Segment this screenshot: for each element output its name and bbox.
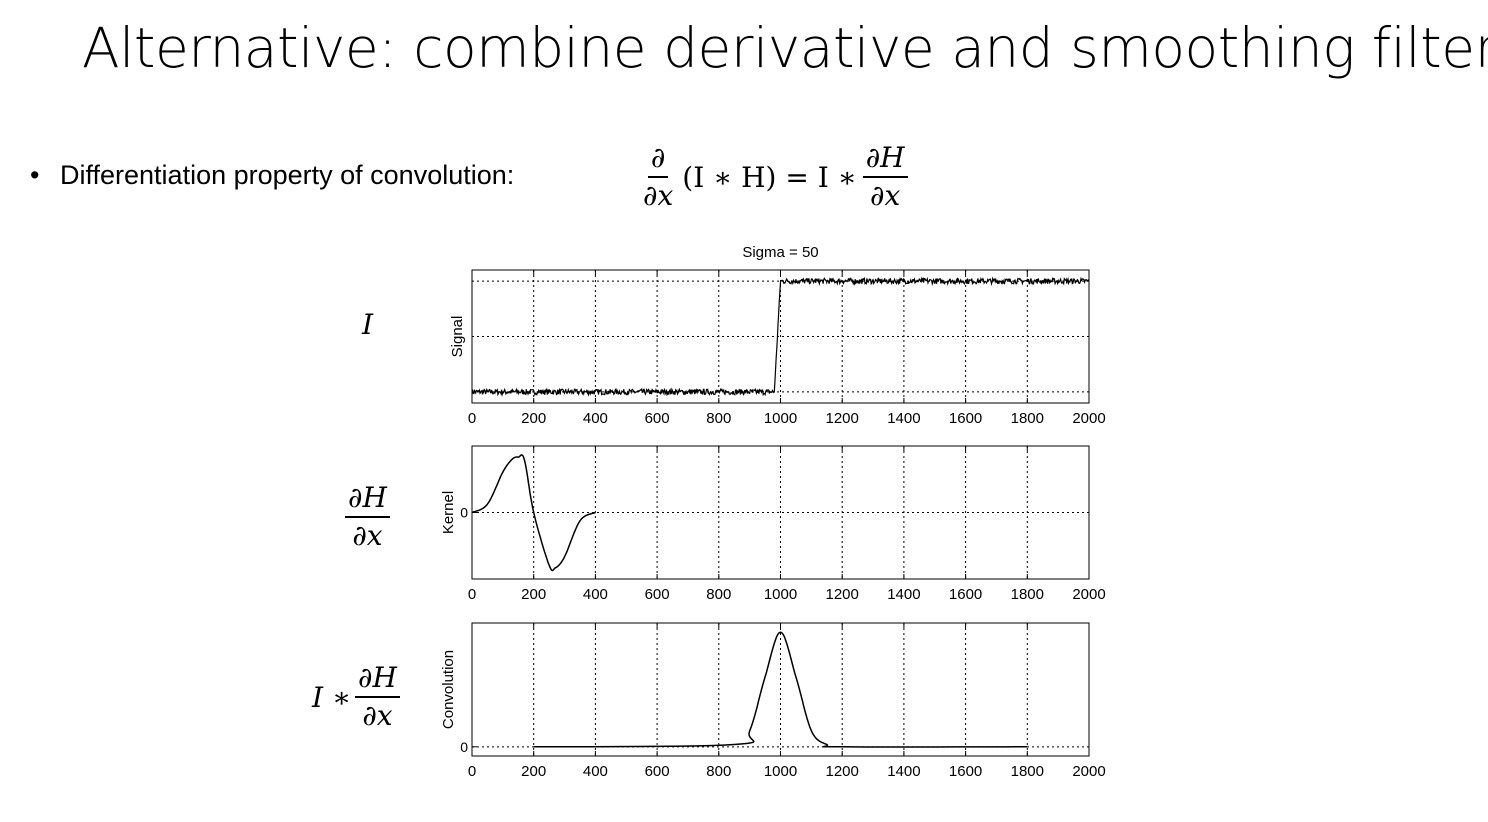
x-tick-label: 1800 (1011, 410, 1044, 427)
x-tick-label: 1000 (764, 586, 797, 603)
x-tick-label: 400 (583, 763, 608, 780)
x-tick-label: 600 (645, 763, 670, 780)
x-tick-label: 1600 (949, 586, 982, 603)
convolution-prefix: I ∗ (312, 680, 351, 714)
x-tick-label: 1200 (826, 586, 859, 603)
kernel-subplot: 0 200 400 600 800 1000 1200 1400 1600 1800 20000Ke… (440, 445, 1106, 603)
lhs-numerator: ∂ (647, 141, 669, 179)
convolution-row-label: I ∗ ∂H ∂x (312, 661, 400, 733)
bullet-item: • Differentiation property of convolution… (30, 160, 514, 191)
x-tick-label: 0 (468, 410, 476, 427)
x-tick-label: 1400 (887, 410, 920, 427)
rhs-numerator: ∂H (862, 141, 908, 179)
signal-ylabel: Signal (449, 316, 466, 358)
x-tick-label: 1200 (826, 763, 859, 780)
bullet-dot-icon: • (30, 160, 40, 190)
convolution-subplot: 0 200 400 600 800 1000 1200 1400 1600 1800 20000Co… (440, 622, 1106, 780)
kernel-fraction: ∂H ∂x (345, 481, 390, 553)
convolution-fraction: ∂H ∂x (355, 661, 400, 733)
x-tick-label: 400 (583, 410, 608, 427)
x-tick-label: 800 (706, 586, 731, 603)
lhs-denominator: ∂x (643, 179, 674, 213)
x-tick-label: 600 (645, 410, 670, 427)
formula-middle: (I ∗ H) = I ∗ (682, 160, 857, 194)
y-tick-label: 0 (460, 739, 468, 755)
x-tick-label: 200 (521, 586, 546, 603)
x-tick-label: 400 (583, 586, 608, 603)
x-tick-label: 1600 (949, 763, 982, 780)
rhs-fraction: ∂H ∂x (862, 141, 908, 213)
x-tick-label: 0 (468, 763, 476, 780)
bullet-text: Differentiation property of convolution: (60, 160, 515, 190)
convolution-series-line (533, 631, 1028, 748)
x-tick-label: 2000 (1072, 763, 1105, 780)
kernel-denominator: ∂x (352, 519, 383, 553)
lhs-fraction: ∂ ∂x (640, 141, 676, 213)
signal-series-line (471, 276, 1090, 397)
convolution-numerator: ∂H (355, 661, 400, 699)
x-tick-label: 1200 (826, 410, 859, 427)
x-tick-label: 600 (645, 586, 670, 603)
x-tick-label: 800 (706, 763, 731, 780)
differentiation-formula: ∂ ∂x (I ∗ H) = I ∗ ∂H ∂x (640, 141, 908, 213)
x-tick-label: 200 (521, 410, 546, 427)
x-tick-label: 2000 (1072, 410, 1105, 427)
x-tick-label: 1800 (1011, 763, 1044, 780)
kernel-ylabel: Kernel (440, 491, 457, 534)
x-tick-label: 1400 (887, 586, 920, 603)
slide-title: Alternative: combine derivative and smoo… (82, 16, 1488, 80)
x-tick-label: 800 (706, 410, 731, 427)
x-tick-label: 200 (521, 763, 546, 780)
x-tick-label: 1600 (949, 410, 982, 427)
chart-title: Sigma = 50 (742, 244, 818, 261)
y-tick-label: 0 (460, 505, 468, 521)
x-tick-label: 1000 (764, 410, 797, 427)
kernel-numerator: ∂H (345, 481, 390, 519)
x-tick-label: 2000 (1072, 586, 1105, 603)
kernel-row-label: ∂H ∂x (345, 481, 390, 553)
x-tick-label: 1400 (887, 763, 920, 780)
convolution-ylabel: Convolution (440, 650, 457, 729)
convolution-denominator: ∂x (362, 699, 393, 733)
kernel-series-line (471, 454, 596, 572)
x-tick-label: 0 (468, 586, 476, 603)
x-tick-label: 1800 (1011, 586, 1044, 603)
signal-row-label: I (362, 308, 374, 341)
rhs-denominator: ∂x (870, 179, 901, 213)
x-tick-label: 1000 (764, 763, 797, 780)
signal-subplot: 0 200 400 600 800 1000 1200 1400 1600 1800 2000 Sig… (449, 244, 1106, 427)
